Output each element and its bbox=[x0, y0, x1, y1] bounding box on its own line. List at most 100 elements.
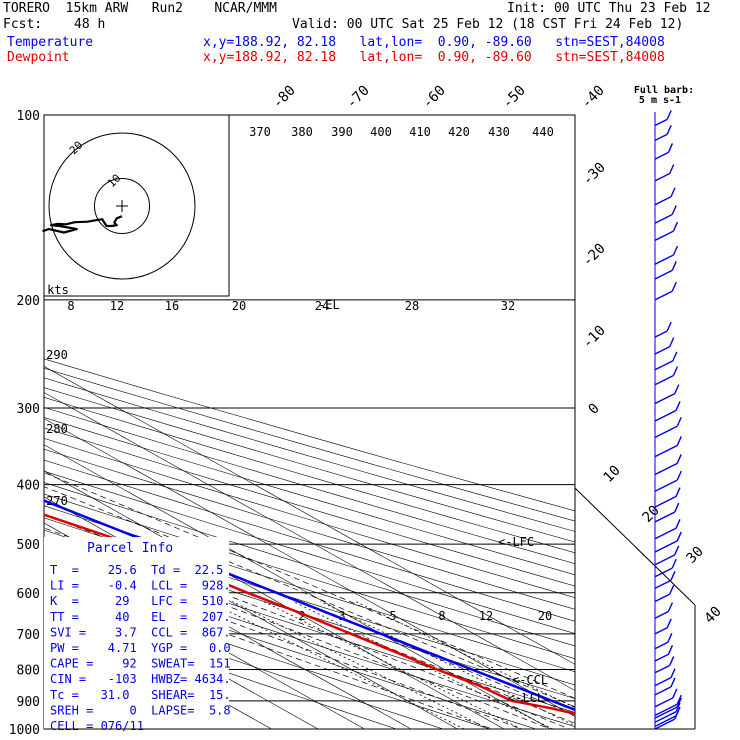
wind-barb-feather bbox=[676, 697, 682, 708]
isotherm-label: -10 bbox=[580, 323, 609, 352]
wind-barb-feather bbox=[672, 221, 679, 232]
pressure-tick-label: 400 bbox=[17, 479, 40, 494]
wind-barb-shaft bbox=[654, 703, 678, 716]
wind-barb bbox=[654, 668, 676, 687]
wind-barb-shaft bbox=[654, 213, 673, 224]
wind-barb-feather bbox=[667, 143, 674, 153]
wind-barb bbox=[654, 337, 675, 355]
theta-label: 390 bbox=[331, 125, 353, 139]
wind-barb bbox=[654, 125, 672, 142]
wind-barb-feather bbox=[675, 706, 681, 717]
mixing-ratio-line bbox=[293, 601, 554, 729]
hodograph-speed-tick: 12 bbox=[110, 299, 124, 313]
wind-barb-feather bbox=[675, 702, 681, 713]
hodograph-speed-tick: 16 bbox=[165, 299, 179, 313]
wind-barb-feather bbox=[671, 558, 677, 569]
wind-barb-shaft bbox=[654, 133, 668, 142]
wind-barb-shaft bbox=[654, 540, 678, 553]
wind-barb bbox=[654, 645, 674, 662]
dry-adiabat-line bbox=[44, 358, 575, 512]
wind-barb bbox=[654, 245, 679, 265]
parcel-info-title: Parcel Info bbox=[87, 541, 173, 556]
wind-barb bbox=[654, 502, 680, 523]
parcel-info-row: SREH = 0 LAPSE= 5.8 bbox=[50, 703, 231, 717]
isotherm-label: 10 bbox=[601, 463, 624, 486]
wind-barb-shaft bbox=[654, 677, 672, 687]
wind-barb-shaft bbox=[654, 579, 672, 589]
edge-line bbox=[574, 487, 696, 606]
wind-barb-shaft bbox=[654, 706, 678, 719]
wind-barb-feather bbox=[669, 164, 675, 174]
isotherm-line bbox=[0, 115, 16, 740]
parcel-info-row: K = 29 LFC = 510. bbox=[50, 594, 231, 608]
isotherm-label: 30 bbox=[684, 544, 707, 567]
dewpoint-location-info: x,y=188.92, 82.18 lat,lon= 0.90, -89.60 … bbox=[203, 50, 665, 65]
full-barb-label: Full barb: bbox=[634, 85, 694, 96]
wind-barb bbox=[654, 221, 679, 241]
isotherm-label: -70 bbox=[344, 83, 373, 112]
wind-barb-shaft bbox=[654, 360, 674, 371]
isotherm-label: -30 bbox=[580, 160, 609, 189]
parcel-info-row: CAPE = 92 SWEAT= 151 bbox=[50, 657, 231, 671]
wind-barb-shaft bbox=[654, 196, 672, 206]
wind-barb-shaft bbox=[654, 554, 676, 566]
dry-adiabat-line bbox=[44, 470, 575, 634]
wind-barb bbox=[654, 401, 681, 422]
wind-barb-shaft bbox=[654, 697, 674, 708]
pressure-tick-label: 800 bbox=[17, 663, 40, 678]
wind-barb-shaft bbox=[654, 641, 669, 650]
level-marker-el: -EL bbox=[318, 298, 340, 312]
pressure-tick-label: 600 bbox=[17, 587, 40, 602]
moist-adiabat-line bbox=[44, 486, 575, 708]
wind-barb-feather bbox=[674, 545, 680, 556]
dry-adiabat-line bbox=[44, 595, 444, 729]
wind-barb-feather bbox=[676, 531, 682, 542]
wind-barb-shaft bbox=[654, 425, 678, 439]
wind-barb-shaft bbox=[654, 374, 674, 386]
wind-barb bbox=[654, 143, 674, 160]
isotherm-line bbox=[44, 496, 459, 729]
wind-barb-feather bbox=[676, 416, 682, 427]
wind-barb-shaft bbox=[654, 653, 669, 662]
wind-barb-feather bbox=[667, 645, 674, 655]
wind-barb-shaft bbox=[654, 686, 672, 696]
wind-barb-shaft bbox=[654, 627, 668, 635]
isotherm-line bbox=[44, 366, 575, 665]
pressure-tick-label: 700 bbox=[17, 628, 40, 643]
isotherm-label: -20 bbox=[580, 241, 609, 270]
dewpoint-line bbox=[44, 513, 575, 716]
wind-barb-feather bbox=[674, 502, 680, 513]
hodograph-speed-tick: 20 bbox=[232, 299, 246, 313]
theta-label: 370 bbox=[249, 125, 271, 139]
wind-barb-feather bbox=[671, 205, 677, 215]
wind-barb bbox=[654, 110, 672, 127]
wind-barb bbox=[654, 351, 678, 371]
mixing-ratio-label: 20 bbox=[538, 609, 552, 623]
wind-barb-shaft bbox=[654, 711, 677, 723]
theta-label: 430 bbox=[488, 125, 510, 139]
theta-label: 420 bbox=[448, 125, 470, 139]
wind-barb bbox=[654, 518, 681, 540]
mixing-ratio-label: 3 bbox=[338, 609, 345, 623]
isotherm-label: -60 bbox=[420, 83, 449, 112]
wind-barb-shaft bbox=[654, 345, 671, 355]
mixing-ratio-label: 5 bbox=[389, 609, 396, 623]
hodograph-speed-tick: 28 bbox=[405, 299, 419, 313]
wind-barb-feather bbox=[671, 261, 677, 271]
wind-barb bbox=[654, 656, 675, 674]
wind-barb bbox=[654, 688, 678, 708]
isotherm-line bbox=[44, 522, 412, 729]
pressure-tick-label: 500 bbox=[17, 538, 40, 553]
wind-barb-shaft bbox=[654, 409, 677, 422]
wind-barb-shaft bbox=[654, 172, 671, 182]
wind-barb-shaft bbox=[654, 118, 668, 127]
wind-barb-shaft bbox=[654, 462, 678, 476]
header-model: TORERO 15km ARW Run2 NCAR/MMM bbox=[3, 1, 277, 16]
header-valid: Valid: 00 UTC Sat 25 Feb 12 (18 CST Fri … bbox=[292, 17, 684, 32]
wind-barb bbox=[654, 677, 676, 696]
pressure-tick-label: 300 bbox=[17, 402, 40, 417]
wind-barb bbox=[654, 694, 682, 716]
wind-barb-feather bbox=[670, 571, 676, 581]
hodograph-speed-tick: 8 bbox=[67, 299, 74, 313]
